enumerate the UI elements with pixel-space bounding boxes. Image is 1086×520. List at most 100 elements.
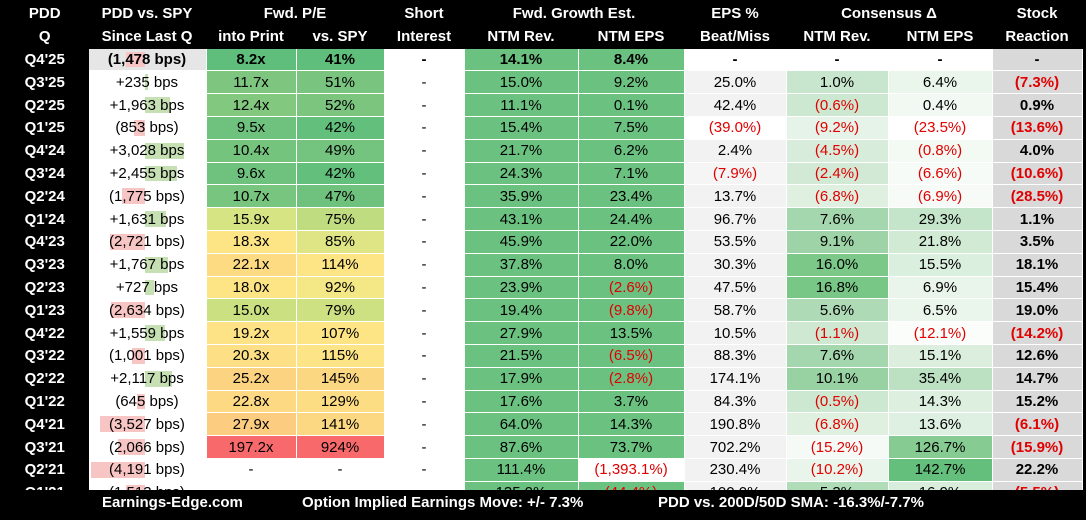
pdd-vs-spy-bar — [144, 370, 172, 387]
stock-reaction-cell: (15.9%) — [992, 435, 1083, 459]
consensus-ntm-eps-cell: (6.6%) — [888, 162, 993, 186]
fwd-ntm-eps-cell: 6.2% — [578, 139, 685, 163]
eps-beat-miss-cell: 42.4% — [684, 93, 787, 117]
pdd-vs-spy-value: (853 bps) — [115, 119, 179, 137]
consensus-ntm-rev-cell: (9.2%) — [786, 116, 889, 140]
consensus-ntm-rev-cell: (10.2%) — [786, 458, 889, 482]
pe-vs-spy-cell: 85% — [296, 230, 385, 254]
table-row: Q4'23 (2,721 bps) 18.3x 85% -45.9% 22.0% 53.5%… — [2, 230, 1083, 254]
pdd-vs-spy-bar — [144, 142, 184, 159]
pe-vs-spy-cell: 41% — [296, 48, 385, 72]
fwd-ntm-rev-cell: 21.7% — [464, 139, 579, 163]
consensus-ntm-rev-cell: 16.8% — [786, 276, 889, 300]
eps-beat-miss-cell: 47.5% — [684, 276, 787, 300]
pdd-vs-spy-bar — [144, 74, 148, 91]
fwd-ntm-rev-cell: 111.4% — [464, 458, 579, 482]
table-row: Q3'23 +1,767 bps 22.1x 114% -37.8% 8.0% 30.3% 1… — [2, 253, 1083, 277]
header-row-1: PDD PDD vs. SPY Fwd. P/E Short Fwd. Grow… — [2, 3, 1083, 26]
consensus-ntm-eps-cell: 15.5% — [888, 253, 993, 277]
pe-vs-spy-cell: 145% — [296, 367, 385, 391]
fwd-ntm-rev-cell: 15.4% — [464, 116, 579, 140]
pdd-vs-spy-bar — [144, 279, 154, 296]
pdd-vs-spy-cell: +727 bps — [88, 276, 207, 300]
pdd-vs-spy-value: (1,775 bps) — [109, 187, 185, 205]
header-ntm-eps: NTM EPS — [578, 25, 685, 49]
consensus-ntm-rev-cell: - — [786, 48, 889, 72]
table-row: Q1'22 (645 bps) 22.8x 129% -17.6% 3.7% 84.3% (0… — [2, 390, 1083, 414]
short-interest-cell: - — [384, 435, 465, 459]
quarter-cell: Q3'25 — [2, 70, 89, 95]
pdd-vs-spy-value: (2,066 bps) — [109, 438, 185, 456]
consensus-ntm-eps-cell: 14.3% — [888, 390, 993, 414]
consensus-ntm-eps-cell: 6.4% — [888, 70, 993, 95]
fwd-ntm-eps-cell: (2.8%) — [578, 367, 685, 391]
header-pdd-vs-spy: PDD vs. SPY — [88, 3, 207, 26]
quarter-cell: Q2'21 — [2, 458, 89, 482]
short-interest-cell: - — [384, 276, 465, 300]
stock-reaction-cell: 12.6% — [992, 344, 1083, 368]
consensus-ntm-rev-cell: 10.1% — [786, 367, 889, 391]
fwd-ntm-rev-cell: 14.1% — [464, 48, 579, 72]
fwd-pe-cell: 10.4x — [206, 139, 297, 163]
header-eps-pct: EPS % — [684, 3, 787, 26]
consensus-ntm-eps-cell: 13.6% — [888, 412, 993, 437]
fwd-ntm-rev-cell: 87.6% — [464, 435, 579, 459]
fwd-pe-cell: 12.4x — [206, 93, 297, 117]
stock-reaction-cell: 15.4% — [992, 276, 1083, 300]
consensus-ntm-rev-cell: 1.0% — [786, 70, 889, 95]
stock-reaction-cell: 1.1% — [992, 207, 1083, 231]
stock-reaction-cell: 14.7% — [992, 367, 1083, 391]
quarter-cell: Q3'24 — [2, 162, 89, 186]
quarter-cell: Q1'22 — [2, 390, 89, 414]
quarter-cell: Q3'21 — [2, 435, 89, 459]
eps-beat-miss-cell: (39.0%) — [684, 116, 787, 140]
consensus-ntm-eps-cell: 6.9% — [888, 276, 993, 300]
pdd-vs-spy-value: (3,527 bps) — [109, 415, 185, 433]
fwd-pe-cell: 22.1x — [206, 253, 297, 277]
stock-reaction-cell: 22.2% — [992, 458, 1083, 482]
consensus-ntm-eps-cell: - — [888, 48, 993, 72]
consensus-ntm-eps-cell: 35.4% — [888, 367, 993, 391]
fwd-ntm-eps-cell: 7.5% — [578, 116, 685, 140]
pdd-vs-spy-bar — [144, 211, 166, 227]
consensus-ntm-eps-cell: 6.5% — [888, 298, 993, 323]
pe-vs-spy-cell: 141% — [296, 412, 385, 437]
pdd-vs-spy-cell: (645 bps) — [88, 390, 207, 414]
consensus-ntm-eps-cell: (6.9%) — [888, 184, 993, 209]
pdd-vs-spy-bar — [131, 347, 145, 364]
fwd-ntm-rev-cell: 15.0% — [464, 70, 579, 95]
consensus-ntm-eps-cell: (12.1%) — [888, 321, 993, 345]
header-reaction: Reaction — [992, 25, 1083, 49]
footer-sma: PDD vs. 200D/50D SMA: -16.3%/-7.7% — [658, 494, 924, 511]
consensus-ntm-eps-cell: (23.5%) — [888, 116, 993, 140]
fwd-ntm-eps-cell: (9.8%) — [578, 298, 685, 323]
eps-beat-miss-cell: 25.0% — [684, 70, 787, 95]
pe-vs-spy-cell: 924% — [296, 435, 385, 459]
pdd-vs-spy-value: +1,963 bps — [109, 96, 185, 114]
fwd-pe-cell: 15.0x — [206, 298, 297, 323]
consensus-ntm-rev-cell: (6.8%) — [786, 184, 889, 209]
fwd-pe-cell: 15.9x — [206, 207, 297, 231]
pdd-vs-spy-value: +1,631 bps — [109, 210, 185, 228]
fwd-ntm-eps-cell: 8.4% — [578, 48, 685, 72]
pdd-vs-spy-value: (645 bps) — [115, 392, 179, 410]
short-interest-cell: - — [384, 207, 465, 231]
pdd-vs-spy-bar — [144, 256, 168, 273]
consensus-ntm-eps-cell: 0.4% — [888, 93, 993, 117]
consensus-ntm-rev-cell: 7.6% — [786, 344, 889, 368]
short-interest-cell: - — [384, 230, 465, 254]
fwd-ntm-eps-cell: 23.4% — [578, 184, 685, 209]
stock-reaction-cell: (13.6%) — [992, 116, 1083, 140]
pdd-vs-spy-bar — [136, 393, 145, 410]
pdd-vs-spy-bar — [144, 97, 170, 113]
pdd-vs-spy-value: +727 bps — [115, 278, 179, 296]
stock-reaction-cell: (10.6%) — [992, 162, 1083, 186]
stock-reaction-cell: (28.5%) — [992, 184, 1083, 209]
pdd-vs-spy-cell: +1,559 bps — [88, 321, 207, 345]
quarter-cell: Q2'25 — [2, 93, 89, 117]
pdd-vs-spy-bar — [144, 165, 177, 182]
header-cons-ntm-eps: NTM EPS — [888, 25, 993, 49]
pdd-vs-spy-cell: +1,767 bps — [88, 253, 207, 277]
fwd-pe-cell: 22.8x — [206, 390, 297, 414]
fwd-pe-cell: 9.5x — [206, 116, 297, 140]
